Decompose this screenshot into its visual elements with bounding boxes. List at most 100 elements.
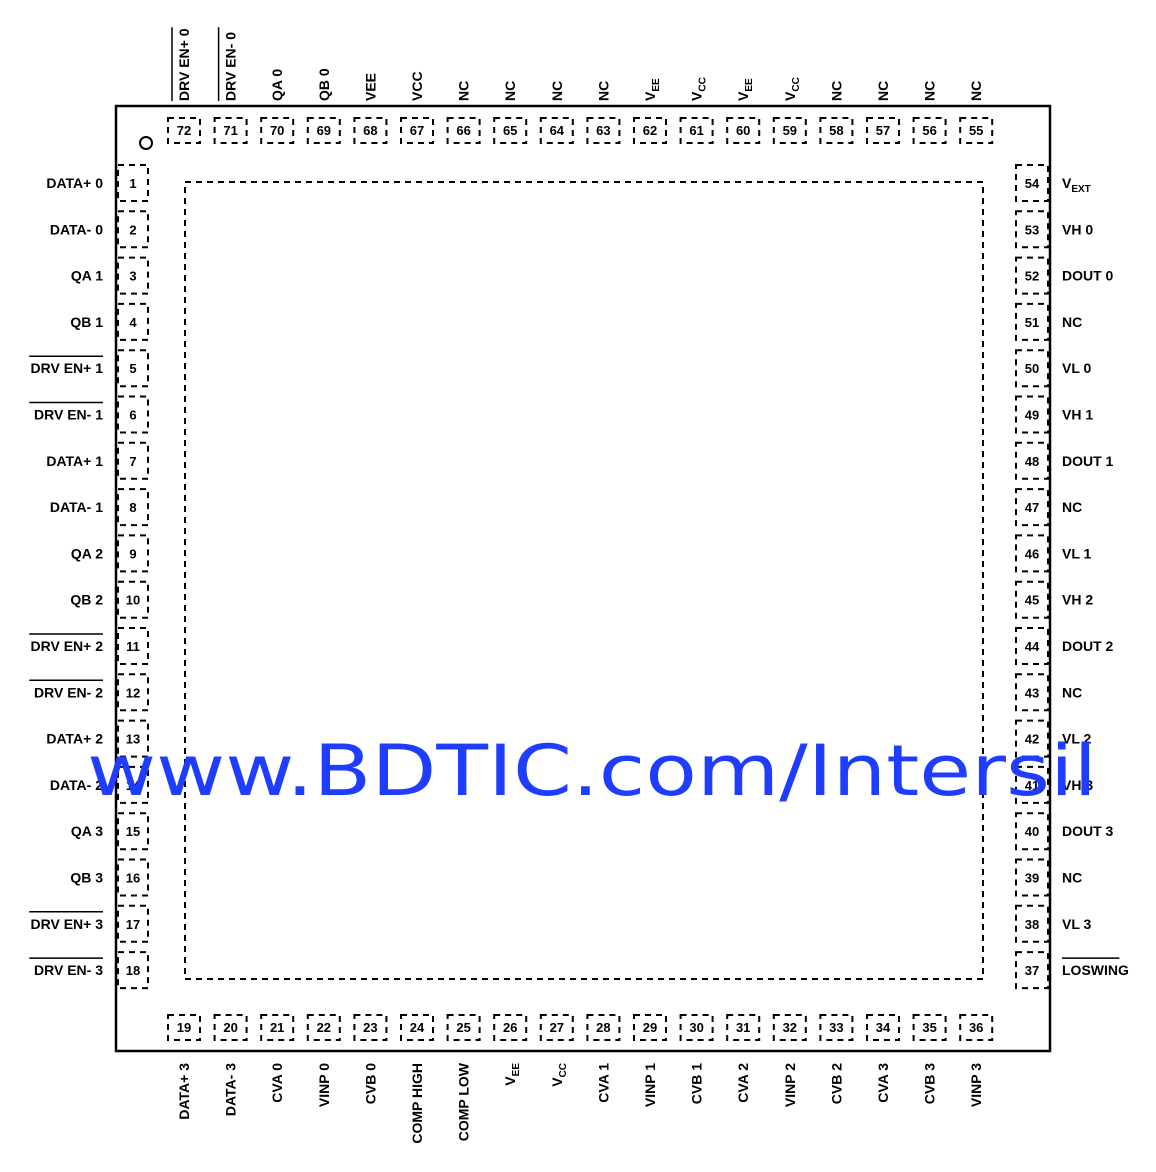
pin-label: VL 3 [1062, 916, 1092, 932]
pin-34-cva-3: 34 CVA 3 [866, 1014, 900, 1103]
pin-pad [117, 441, 149, 480]
pin-label: VCC [689, 77, 709, 101]
pin-pad [586, 1014, 621, 1041]
pin-20-data-3: 20 DATA- 3 [213, 1014, 248, 1116]
pin-label: DATA+ 2 [46, 731, 103, 747]
pin-pad [306, 117, 341, 144]
pin-pad [772, 117, 807, 144]
pin-label: DATA- 2 [50, 777, 103, 793]
pin-pad [400, 1014, 434, 1041]
pin-number: 18 [126, 963, 140, 978]
pin-number: 43 [1025, 685, 1039, 700]
pin-pad [1015, 395, 1049, 434]
pin-label: QB 3 [70, 870, 103, 886]
pin-40-dout-3: 40 DOUT 3 [1015, 812, 1114, 851]
pin-62-vee: 62 VEE [633, 78, 667, 144]
pin-pad [1015, 719, 1049, 758]
pin-61-vcc: 61 VCC [679, 77, 714, 144]
pin-number: 41 [1025, 778, 1039, 793]
pin-68-vee: 68 VEE [353, 73, 388, 144]
pin-number: 72 [177, 123, 191, 138]
pin-pad [633, 1014, 667, 1041]
pin-pad [1015, 210, 1049, 249]
pin-pad [260, 117, 295, 144]
pin-pad [117, 256, 149, 295]
pin-46-vl-1: 46 VL 1 [1015, 534, 1092, 573]
pin-pad [167, 117, 201, 144]
pin-pad [1015, 951, 1049, 990]
pin-pad [1015, 164, 1049, 202]
pin-label: QA 1 [71, 268, 103, 284]
pin-37-loswing: 37 LOSWING [1015, 951, 1129, 990]
pin-label: VL 1 [1062, 545, 1092, 561]
pins-layer: 1 DATA+ 0 2 DATA- 0 3 QA 1 4 QB 1 5 DRV EN+ 1 6 DRV… [29, 27, 1129, 1144]
pin-70-qa-0: 70 QA 0 [260, 69, 295, 144]
pin-label: VCC [782, 77, 802, 101]
pin-label: NC [595, 81, 611, 101]
pin-label: NC [456, 81, 472, 101]
pin-pad [912, 117, 947, 144]
pin-label: NC [1062, 870, 1082, 886]
pin-number: 54 [1025, 176, 1040, 191]
pin-label: DATA+ 0 [46, 175, 103, 191]
pin-21-cva-0: 21 CVA 0 [260, 1014, 295, 1103]
pin-pad [493, 1014, 528, 1041]
pin-pad [167, 1014, 201, 1041]
pin-28-cva-1: 28 CVA 1 [586, 1014, 621, 1103]
pin-number: 45 [1025, 593, 1039, 608]
pin-number: 25 [456, 1020, 470, 1035]
pin-pad [539, 1014, 574, 1041]
pin-65-nc: 65 NC [493, 81, 528, 144]
pin-number: 17 [126, 917, 140, 932]
pin-18-drv-en-3: 18 DRV EN- 3 [29, 951, 149, 990]
watermark: www.BDTIC.com/Intersil [87, 730, 1097, 812]
pin-11-drv-enplus-2: 11 DRV EN+ 2 [29, 627, 149, 665]
pin-pad [866, 117, 900, 144]
pin-label: VL 0 [1062, 360, 1092, 376]
pin-label: DATA+ 3 [176, 1063, 192, 1120]
pin-3-qa-1: 3 QA 1 [71, 256, 149, 295]
pin-pad [772, 1014, 807, 1041]
pin-27-vcc: 27 VCC [539, 1014, 574, 1087]
pin-52-dout-0: 52 DOUT 0 [1015, 256, 1114, 295]
pin-pad [117, 210, 149, 249]
pin-number: 33 [829, 1020, 843, 1035]
pin-number: 67 [410, 123, 424, 138]
pin-number: 20 [223, 1020, 237, 1035]
pin-39-nc: 39 NC [1015, 858, 1082, 897]
pin-16-qb-3: 16 QB 3 [70, 858, 149, 897]
package-outline [114, 104, 1052, 1053]
pin-14-data-2: 14 DATA- 2 [50, 765, 149, 804]
pin-label: DRV EN- 1 [34, 407, 103, 423]
pin-number: 68 [363, 123, 377, 138]
pin-pad [446, 1014, 481, 1041]
pin-58-nc: 58 NC [819, 81, 854, 144]
pin-label: NC [502, 81, 518, 101]
pin-label: DATA- 1 [50, 499, 103, 515]
pin-label: QB 1 [70, 314, 103, 330]
pin-pad [679, 117, 714, 144]
pin-label: VINP 1 [642, 1063, 658, 1107]
pin-number: 4 [129, 315, 137, 330]
pin-number: 69 [317, 123, 331, 138]
pin-number: 48 [1025, 454, 1039, 469]
pin-51-nc: 51 NC [1015, 302, 1082, 341]
pin-label: CVA 0 [269, 1063, 285, 1103]
pin-number: 1 [129, 176, 136, 191]
pin-number: 13 [126, 732, 140, 747]
pin-label: CVA 1 [595, 1063, 611, 1103]
pin-pad [117, 627, 149, 665]
pin-pad [1015, 256, 1049, 295]
pin-label: NC [828, 81, 844, 101]
pin-49-vh-1: 49 VH 1 [1015, 395, 1093, 434]
pin-number: 49 [1025, 408, 1039, 423]
pin-pad [493, 117, 528, 144]
pin-45-vh-2: 45 VH 2 [1015, 580, 1093, 619]
pin-47-nc: 47 NC [1015, 488, 1082, 527]
pin-pad [1015, 627, 1049, 665]
die-outline [184, 181, 984, 980]
pin-pad [117, 858, 149, 897]
pin-pad [1015, 534, 1049, 573]
pin-number: 50 [1025, 361, 1039, 376]
pin-38-vl-3: 38 VL 3 [1015, 904, 1092, 943]
